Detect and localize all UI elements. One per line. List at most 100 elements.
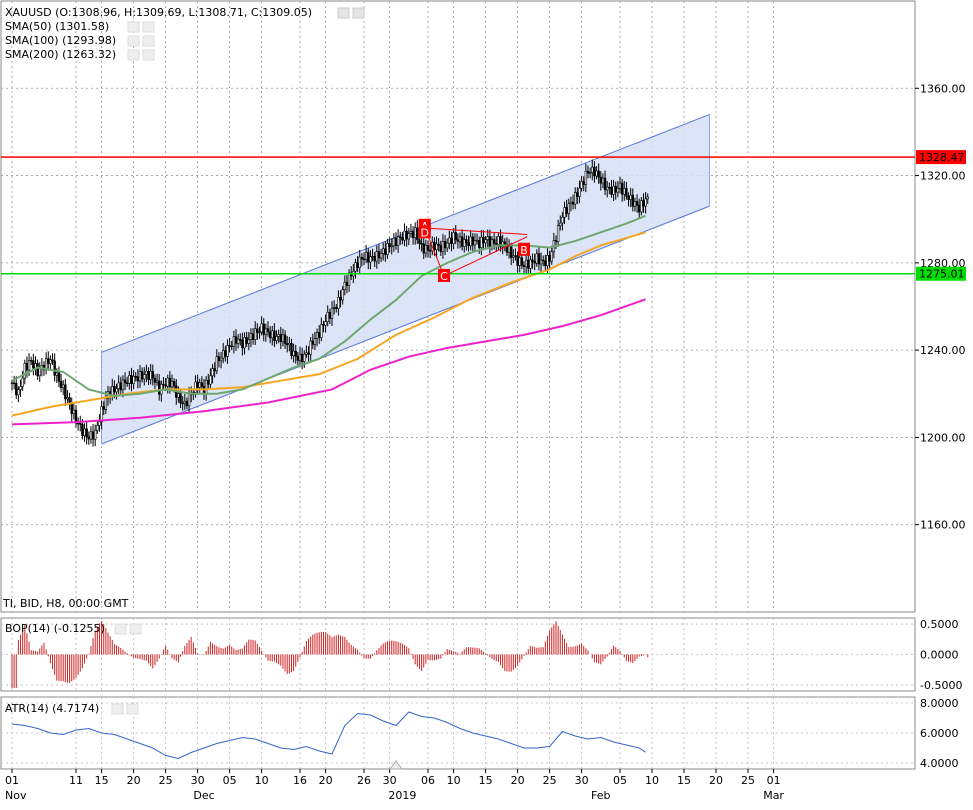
candle-body — [224, 350, 227, 357]
candle-body — [541, 259, 545, 262]
candle-body — [332, 307, 336, 309]
time-tick-label: 20 — [709, 774, 723, 787]
candle-body — [433, 241, 436, 251]
candle-body — [501, 241, 504, 248]
channel-lower-line — [101, 205, 710, 445]
time-tick-label: 20 — [127, 774, 141, 787]
candle-body — [441, 241, 445, 252]
candle-body — [480, 236, 483, 248]
candle-body — [456, 239, 460, 242]
gear-icon[interactable] — [127, 21, 140, 33]
candle-body — [343, 281, 346, 290]
candle-body — [170, 381, 174, 388]
close-icon[interactable] — [126, 703, 139, 715]
candle-body — [625, 188, 628, 197]
candle-body — [582, 181, 585, 185]
candle-body — [367, 252, 370, 263]
sma200-line — [11, 298, 646, 426]
close-icon[interactable] — [352, 7, 365, 19]
time-tick-label: 16 — [293, 774, 307, 787]
candle-body — [136, 376, 140, 382]
candle-body — [347, 272, 351, 286]
candle-body — [258, 331, 261, 334]
candle-body — [369, 256, 372, 263]
time-tick-label: 25 — [543, 774, 557, 787]
candle-body — [637, 204, 641, 213]
candle-body — [38, 368, 41, 377]
bop-tick-label: 0.5000 — [920, 618, 959, 631]
candle-body — [200, 382, 204, 387]
candle-body — [418, 239, 421, 244]
candle-body — [597, 170, 600, 178]
time-tick-label: 15 — [479, 774, 493, 787]
candle-body — [23, 363, 26, 379]
candle-body — [294, 350, 297, 357]
atr-tick-label: 6.0000 — [920, 727, 959, 740]
candle-body — [584, 170, 588, 185]
time-tick-label: 05 — [613, 774, 627, 787]
close-icon[interactable] — [142, 35, 155, 47]
candle-body — [29, 360, 33, 362]
close-icon[interactable] — [142, 21, 155, 33]
candle-body — [53, 360, 56, 376]
candle-body — [213, 368, 216, 372]
candle-body — [386, 243, 389, 255]
candle-body — [145, 370, 148, 375]
candle-body — [76, 422, 80, 425]
gear-icon[interactable] — [114, 623, 127, 635]
price-channel — [101, 114, 710, 445]
support-tag — [916, 266, 966, 281]
candle-body — [51, 359, 54, 362]
candle-body — [608, 186, 611, 189]
candle-body — [83, 428, 86, 436]
candle-body — [138, 371, 142, 382]
candle-body — [85, 428, 88, 438]
candle-body — [151, 371, 154, 379]
candle-body — [642, 200, 645, 207]
candle-body — [546, 255, 549, 267]
gear-icon[interactable] — [111, 703, 124, 715]
close-icon[interactable] — [142, 49, 155, 61]
time-axis[interactable]: 01 11 15 20 25 30 05 10 16 20 26 30 06 10 15 20 25 30 05 10… — [1, 760, 915, 802]
candle-body — [469, 236, 472, 247]
candle-body — [155, 380, 159, 383]
candle-body — [215, 356, 218, 372]
time-month-label: 2019 — [388, 789, 416, 802]
candle-body — [300, 353, 304, 362]
price-tick-label: 1280.00 — [920, 257, 966, 270]
price-axis[interactable]: 1160.00 1200.00 1240.00 1280.00 1320.00 1360.… — [915, 82, 966, 770]
candle-body — [614, 185, 617, 193]
candle-body — [477, 240, 481, 248]
close-icon[interactable] — [129, 623, 142, 635]
candle-body — [98, 421, 101, 426]
pattern-line — [443, 236, 528, 277]
bop-tick-label: -0.5000 — [920, 679, 962, 692]
candle-body — [603, 177, 607, 191]
candle-body — [629, 194, 632, 200]
candle-body — [593, 166, 596, 177]
candle-body — [364, 252, 368, 260]
candle-body — [228, 345, 231, 347]
time-tick-label: 25 — [159, 774, 173, 787]
candle-body — [401, 237, 404, 241]
candle-body — [251, 333, 255, 340]
gear-icon[interactable] — [127, 35, 140, 47]
main-panel — [0, 0, 916, 613]
candle-body — [373, 255, 376, 262]
legend-settings-icons[interactable] — [111, 7, 365, 715]
candle-body — [66, 397, 69, 400]
candle-body — [384, 248, 387, 255]
gear-icon[interactable] — [127, 49, 140, 61]
sma200-label: SMA(200) (1263.32) — [5, 48, 116, 61]
candle-body — [19, 386, 22, 391]
candle-body — [326, 312, 329, 322]
sma50-line — [11, 214, 646, 397]
resistance-tag-label: 1328.47 — [919, 151, 965, 164]
candle-body — [563, 207, 566, 218]
time-tick-label: 01 — [5, 774, 19, 787]
candle-body — [573, 192, 577, 205]
pattern-line — [424, 227, 528, 235]
time-tick-label: 30 — [383, 774, 397, 787]
time-tick-label: 06 — [421, 774, 435, 787]
gear-icon[interactable] — [337, 7, 350, 19]
